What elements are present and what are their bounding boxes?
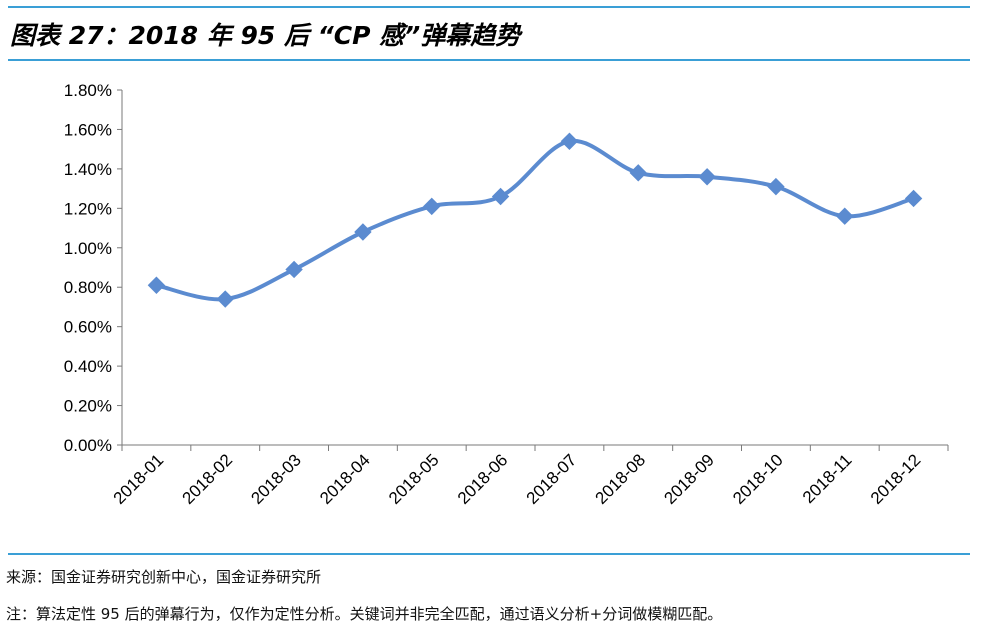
data-point-2018-05: [423, 197, 441, 216]
y-tick-label: 1.20%: [64, 199, 112, 218]
figure-title: 图表 27：2018 年 95 后 “CP 感”弹幕趋势: [10, 21, 521, 50]
data-point-2018-11: [836, 207, 854, 225]
data-point-2018-07: [560, 132, 579, 150]
data-point-2018-06: [491, 187, 510, 206]
x-tick-label: 2018-09: [660, 450, 718, 508]
y-axis: 0.00% 0.20% 0.40% 0.60% 0.80% 1.00% 1.20% 1.40%…: [64, 81, 123, 455]
y-tick-label: 0.00%: [64, 436, 112, 455]
source-note: 来源：国金证券研究创新中心，国金证券研究所: [6, 568, 322, 586]
x-tick-label: 2018-10: [729, 450, 787, 508]
bottom-rule: [8, 553, 970, 555]
title-rule: [8, 59, 970, 61]
x-tick-label: 2018-06: [454, 450, 512, 508]
series-line: [155, 139, 915, 302]
data-point-2018-09: [698, 168, 716, 186]
data-point-2018-04: [354, 223, 372, 241]
y-tick-label: 0.60%: [64, 318, 112, 337]
x-tick-label: 2018-05: [385, 450, 443, 508]
x-tick-label: 2018-12: [867, 450, 925, 508]
y-tick-label: 0.20%: [64, 397, 112, 416]
y-tick-label: 0.80%: [64, 278, 112, 297]
data-point-2018-03: [285, 260, 303, 279]
x-axis: 2018-01 2018-02 2018-03 2018-04 2018-05 2018-…: [110, 444, 949, 508]
x-tick-label: 2018-01: [110, 450, 168, 508]
x-tick-label: 2018-08: [592, 450, 650, 508]
data-point-2018-01: [147, 276, 166, 294]
y-tick-label: 1.40%: [64, 160, 112, 179]
top-rule: [8, 6, 970, 8]
y-tick-label: 0.40%: [64, 357, 112, 376]
x-tick-label: 2018-02: [179, 450, 237, 508]
y-tick-label: 1.60%: [64, 120, 112, 139]
data-point-2018-12: [904, 189, 923, 208]
x-tick-label: 2018-11: [799, 450, 856, 507]
data-point-2018-02: [216, 290, 234, 308]
data-point-2018-10: [767, 177, 785, 196]
data-point-2018-08: [629, 164, 647, 182]
x-tick-label: 2018-07: [523, 450, 581, 508]
y-tick-label: 1.00%: [64, 239, 112, 258]
y-tick-label: 1.80%: [64, 81, 112, 100]
series-cp-line: [147, 132, 923, 308]
method-note: 注：算法定性 95 后的弹幕行为，仅作为定性分析。关键词并非完全匹配，通过语义分…: [6, 605, 723, 623]
x-tick-label: 2018-04: [316, 450, 374, 508]
line-chart: 0.00% 0.20% 0.40% 0.60% 0.80% 1.00% 1.20% 1.40%…: [64, 81, 949, 508]
x-tick-label: 2018-03: [247, 450, 305, 508]
